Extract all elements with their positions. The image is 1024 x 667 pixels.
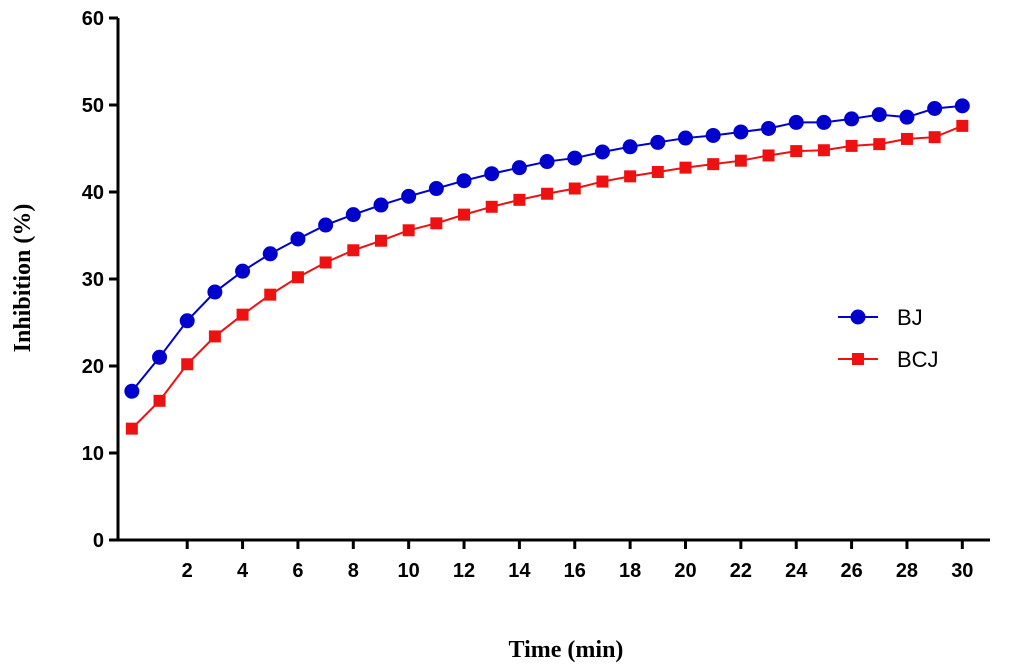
x-tick-label: 22 [730, 560, 752, 582]
data-point [236, 308, 249, 321]
data-point [401, 188, 417, 204]
data-point [622, 139, 638, 155]
y-axis-title: Inhibition (%) [10, 204, 36, 353]
data-point [816, 114, 832, 130]
data-point [374, 234, 387, 247]
data-point [790, 145, 803, 158]
data-point [624, 170, 637, 183]
x-tick-label: 4 [237, 560, 249, 582]
legend-marker [852, 353, 864, 365]
data-point [539, 154, 555, 170]
x-tick-label: 12 [453, 560, 475, 582]
x-tick-label: 14 [508, 560, 531, 582]
data-point [871, 107, 887, 123]
data-point [707, 158, 720, 171]
data-point [594, 144, 610, 160]
data-point [152, 349, 168, 365]
y-tick-label: 60 [82, 8, 104, 30]
data-point [373, 197, 389, 213]
data-point [208, 330, 221, 343]
data-point [567, 150, 583, 166]
x-axis-title: Time (min) [509, 637, 624, 663]
data-point [318, 217, 334, 233]
data-point [734, 154, 747, 167]
data-point [319, 256, 332, 269]
data-point [485, 200, 498, 213]
series-bcj [125, 119, 969, 435]
series-bj [124, 98, 970, 399]
data-point [458, 208, 471, 221]
x-tick-label: 10 [398, 560, 420, 582]
data-point [845, 139, 858, 152]
data-point [788, 114, 804, 130]
legend-item-bcj: BCJ [838, 347, 939, 372]
data-point [181, 358, 194, 371]
data-point [179, 313, 195, 329]
x-tick-label: 2 [182, 560, 193, 582]
data-point [954, 98, 970, 114]
data-point [347, 244, 360, 257]
data-point [291, 271, 304, 284]
data-point [956, 119, 969, 132]
data-point [456, 173, 472, 189]
data-point [541, 187, 554, 200]
data-point [345, 207, 361, 223]
data-point [928, 131, 941, 144]
data-point [262, 246, 278, 262]
data-point [817, 144, 830, 157]
x-tick-label: 18 [619, 560, 641, 582]
legend-item-bj: BJ [838, 305, 923, 330]
data-point [290, 231, 306, 247]
y-tick-label: 10 [82, 443, 104, 465]
x-tick-label: 6 [292, 560, 303, 582]
x-tick-label: 30 [951, 560, 973, 582]
series-line [131, 124, 963, 430]
x-tick-label: 28 [896, 560, 918, 582]
legend-label: BCJ [897, 347, 939, 372]
x-tick-label: 24 [785, 560, 808, 582]
data-point [761, 120, 777, 136]
data-point [705, 127, 721, 143]
data-point [733, 124, 749, 140]
x-tick-label: 8 [348, 560, 359, 582]
data-point [568, 182, 581, 195]
x-tick-label: 20 [674, 560, 696, 582]
data-point [428, 181, 444, 197]
series-layer [124, 98, 970, 435]
data-point [125, 422, 138, 435]
data-point [124, 383, 140, 399]
data-point [927, 100, 943, 116]
legend-marker [850, 309, 866, 325]
data-point [511, 160, 527, 176]
legend: BJ BCJ [838, 305, 939, 372]
y-tick-label: 30 [82, 269, 104, 291]
data-point [873, 138, 886, 151]
x-tick-label: 16 [564, 560, 586, 582]
legend-label: BJ [897, 305, 923, 330]
data-point [900, 132, 913, 145]
y-tick-label: 50 [82, 95, 104, 117]
data-point [484, 166, 500, 182]
data-point [650, 134, 666, 150]
x-tick-label: 26 [840, 560, 862, 582]
data-point [430, 217, 443, 230]
data-point [844, 111, 860, 127]
data-point [513, 193, 526, 206]
data-point [679, 161, 692, 174]
data-point [235, 263, 251, 279]
y-tick-label: 20 [82, 356, 104, 378]
data-point [207, 284, 223, 300]
data-point [677, 130, 693, 146]
data-point [899, 109, 915, 125]
data-point [762, 149, 775, 162]
data-point [264, 288, 277, 301]
data-point [153, 394, 166, 407]
data-point [651, 165, 664, 178]
y-tick-label: 0 [93, 530, 104, 552]
data-point [402, 224, 415, 237]
y-tick-label: 40 [82, 182, 104, 204]
data-point [596, 175, 609, 188]
